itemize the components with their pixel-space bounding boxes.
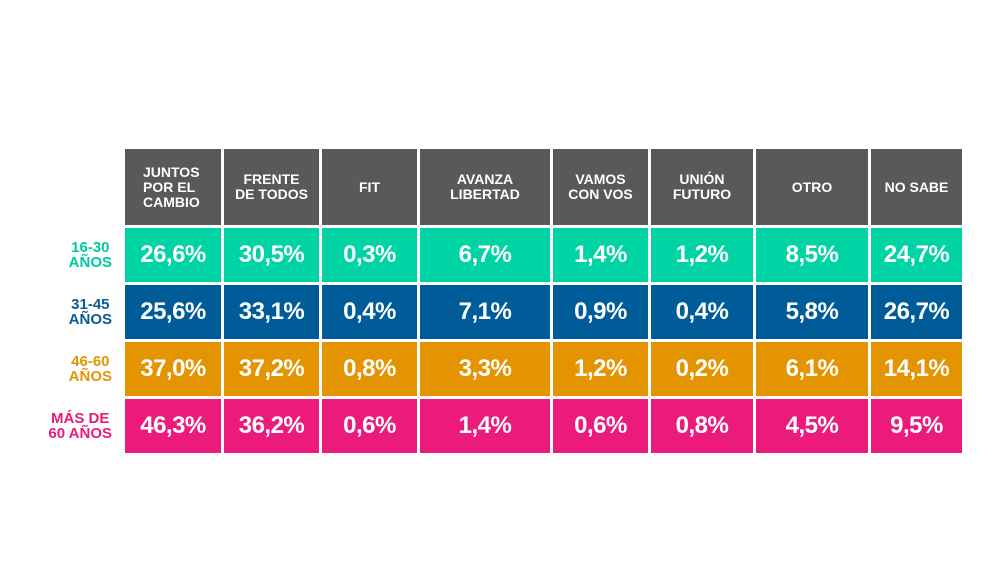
table-cell: 46,3% <box>125 399 221 453</box>
table-cell: 0,8% <box>322 342 417 396</box>
table-cell: 1,2% <box>553 342 648 396</box>
table-cell: 6,1% <box>756 342 868 396</box>
table-cell: 0,6% <box>322 399 417 453</box>
table-cell: 1,4% <box>553 228 648 282</box>
table-cell: 25,6% <box>125 285 221 339</box>
table-cell: 0,4% <box>651 285 753 339</box>
table-cell: 1,4% <box>420 399 550 453</box>
table-cell: 33,1% <box>224 285 319 339</box>
table-cell: 6,7% <box>420 228 550 282</box>
column-header: VAMOS CON VOS <box>553 149 648 225</box>
table-cell: 4,5% <box>756 399 868 453</box>
table-cell: 24,7% <box>871 228 962 282</box>
table-cell: 0,6% <box>553 399 648 453</box>
table-cell: 36,2% <box>224 399 319 453</box>
table-cell: 37,2% <box>224 342 319 396</box>
row-label: 16-30 AÑOS <box>68 239 112 271</box>
column-header: OTRO <box>756 149 868 225</box>
column-header: AVANZA LIBERTAD <box>420 149 550 225</box>
table-cell: 0,4% <box>322 285 417 339</box>
table-cell: 26,7% <box>871 285 962 339</box>
survey-table: JUNTOS POR EL CAMBIO FRENTE DE TODOS FIT AV… <box>22 149 962 453</box>
table-cell: 0,9% <box>553 285 648 339</box>
table-cell: 30,5% <box>224 228 319 282</box>
row-label: 46-60 AÑOS <box>68 353 112 385</box>
table-cell: 0,8% <box>651 399 753 453</box>
table-cell: 3,3% <box>420 342 550 396</box>
row-label: MÁS DE 60 AÑOS <box>48 410 112 442</box>
table-cell: 0,3% <box>322 228 417 282</box>
column-header: FRENTE DE TODOS <box>224 149 319 225</box>
row-label: 31-45 AÑOS <box>68 296 112 328</box>
column-header: FIT <box>322 149 417 225</box>
table-cell: 8,5% <box>756 228 868 282</box>
column-header: UNIÓN FUTURO <box>651 149 753 225</box>
column-header: JUNTOS POR EL CAMBIO <box>125 149 221 225</box>
table-cell: 9,5% <box>871 399 962 453</box>
table-cell: 7,1% <box>420 285 550 339</box>
table-corner <box>22 149 122 225</box>
table-cell: 5,8% <box>756 285 868 339</box>
table-cell: 37,0% <box>125 342 221 396</box>
table-cell: 1,2% <box>651 228 753 282</box>
table-cell: 14,1% <box>871 342 962 396</box>
column-header: NO SABE <box>871 149 962 225</box>
table-cell: 0,2% <box>651 342 753 396</box>
table-cell: 26,6% <box>125 228 221 282</box>
